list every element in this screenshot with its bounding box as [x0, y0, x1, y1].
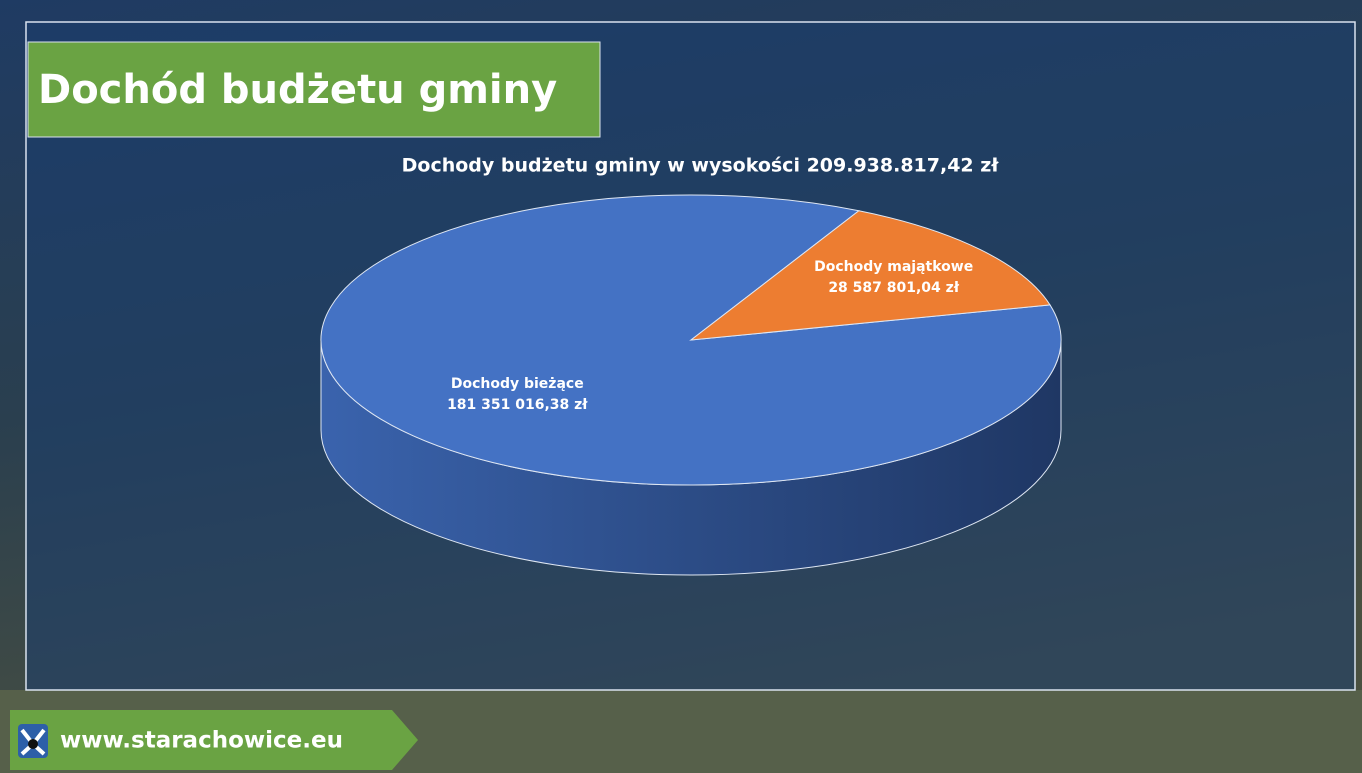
pie-slice — [689, 210, 1051, 341]
slice-value: 28 587 801,04 zł — [828, 280, 960, 296]
slice-value: 181 351 016,38 zł — [447, 397, 588, 413]
logo — [18, 724, 48, 758]
footer-arrow — [10, 710, 418, 770]
header-title: Dochód budżetu gminy — [38, 67, 557, 113]
header-box — [27, 41, 601, 138]
chart-title: Dochody budżetu gminy w wysokości 209.93… — [402, 155, 1000, 177]
slice-label: Dochody bieżące — [451, 376, 584, 392]
footer-url: www.starachowice.eu — [60, 728, 343, 754]
slice-label: Dochody majątkowe — [814, 259, 973, 275]
